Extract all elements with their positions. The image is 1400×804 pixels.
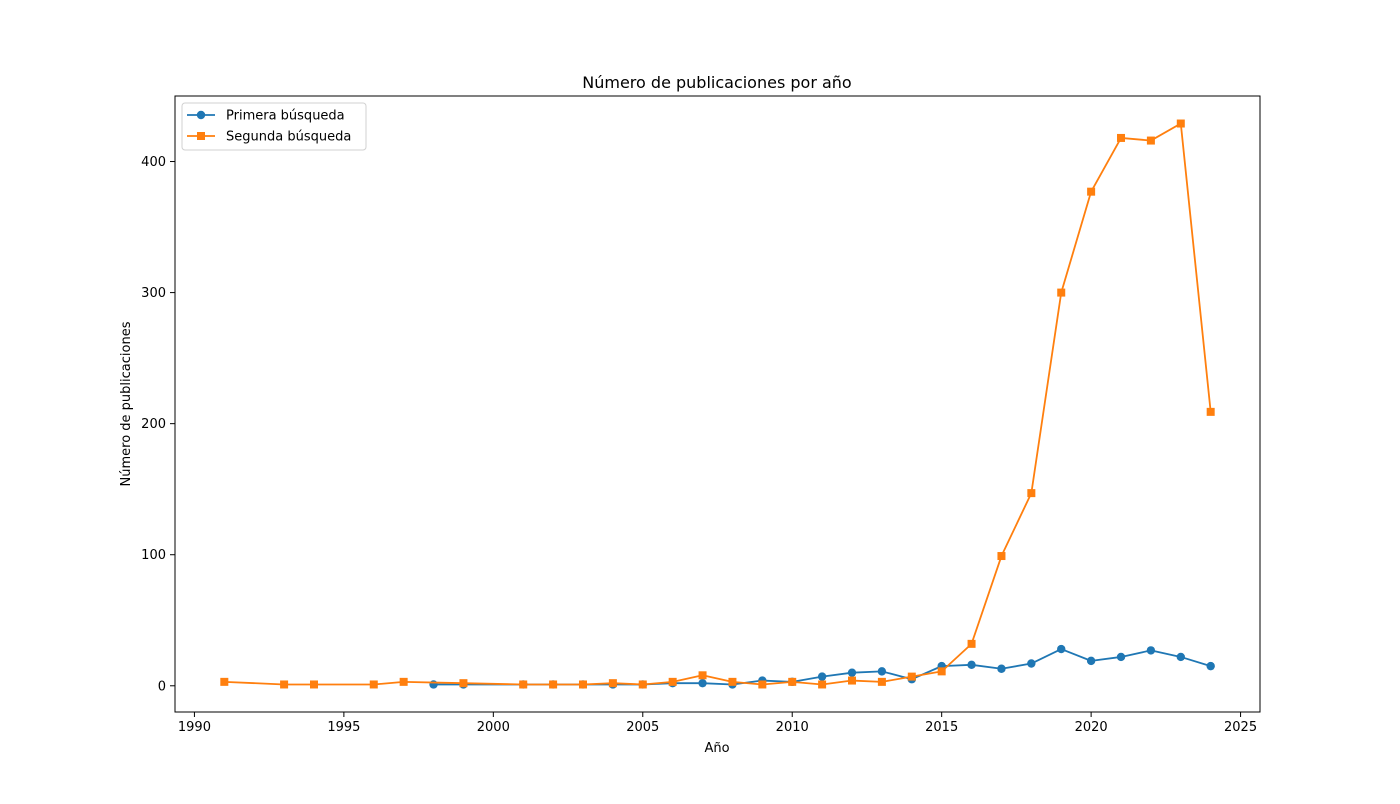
plot-area xyxy=(220,119,1215,689)
data-point xyxy=(877,667,887,676)
data-point xyxy=(698,671,707,680)
data-point xyxy=(608,679,617,688)
data-point xyxy=(818,680,827,689)
data-point xyxy=(728,677,737,686)
data-point xyxy=(1086,656,1096,666)
y-tick-label: 200 xyxy=(141,417,166,432)
y-axis-label: Número de publicaciones xyxy=(119,321,134,486)
y-tick-label: 0 xyxy=(158,679,166,694)
data-point xyxy=(1176,652,1185,662)
data-point xyxy=(997,664,1006,673)
axes: 1990 1995 2000 2005 2010 2015 2020 2025 0 100 200 3… xyxy=(141,95,1261,735)
data-point xyxy=(967,639,976,648)
data-point xyxy=(459,679,468,688)
x-tick-label: 1995 xyxy=(327,720,360,735)
x-tick-label: 2015 xyxy=(925,720,958,735)
series-line-2 xyxy=(224,122,1212,686)
x-tick-label: 1990 xyxy=(178,720,211,735)
chart-title: Número de publicaciones por año xyxy=(582,73,851,92)
data-point xyxy=(907,672,916,681)
data-point xyxy=(1057,644,1066,654)
data-point xyxy=(369,680,378,689)
plot-frame xyxy=(174,95,1261,713)
legend-label: Segunda búsqueda xyxy=(226,130,351,145)
data-point xyxy=(788,677,797,686)
data-point xyxy=(1176,119,1185,128)
data-point xyxy=(997,552,1006,561)
data-point xyxy=(309,680,318,689)
y-tick-label: 100 xyxy=(141,548,166,563)
legend-label: Primera búsqueda xyxy=(226,109,345,124)
data-point xyxy=(1027,489,1036,498)
data-point xyxy=(967,660,976,670)
x-axis-label: Año xyxy=(704,741,729,756)
legend-marker xyxy=(197,132,205,140)
data-point xyxy=(399,677,408,686)
data-point xyxy=(817,672,827,681)
data-point xyxy=(758,680,767,689)
data-point xyxy=(848,676,857,685)
data-point xyxy=(698,678,707,688)
data-point xyxy=(877,677,886,686)
legend-marker xyxy=(196,110,206,120)
data-point xyxy=(429,680,438,689)
data-point xyxy=(1117,133,1126,142)
x-tick-label: 2000 xyxy=(477,720,510,735)
legend-box xyxy=(181,102,367,151)
x-tick-label: 2005 xyxy=(626,720,659,735)
data-point xyxy=(668,677,677,686)
data-point xyxy=(847,668,857,677)
data-point xyxy=(1146,136,1155,145)
y-tick-label: 300 xyxy=(141,286,166,301)
x-tick-label: 2020 xyxy=(1075,720,1108,735)
x-tick-label: 2025 xyxy=(1224,720,1257,735)
data-point xyxy=(280,680,289,689)
data-point xyxy=(1206,407,1215,416)
data-point xyxy=(1116,652,1126,662)
data-point xyxy=(1057,288,1066,297)
data-point xyxy=(1146,646,1156,655)
data-point xyxy=(1027,659,1036,668)
y-tick-label: 400 xyxy=(141,155,166,170)
data-point xyxy=(1206,661,1215,671)
data-point xyxy=(549,680,558,689)
data-point xyxy=(1087,187,1096,196)
data-point xyxy=(638,680,647,689)
legend: Primera búsqueda Segunda búsqueda xyxy=(181,102,367,151)
data-point xyxy=(937,667,946,676)
data-point xyxy=(519,680,528,689)
data-point xyxy=(220,677,229,686)
x-tick-label: 2010 xyxy=(776,720,809,735)
data-point xyxy=(578,680,587,689)
